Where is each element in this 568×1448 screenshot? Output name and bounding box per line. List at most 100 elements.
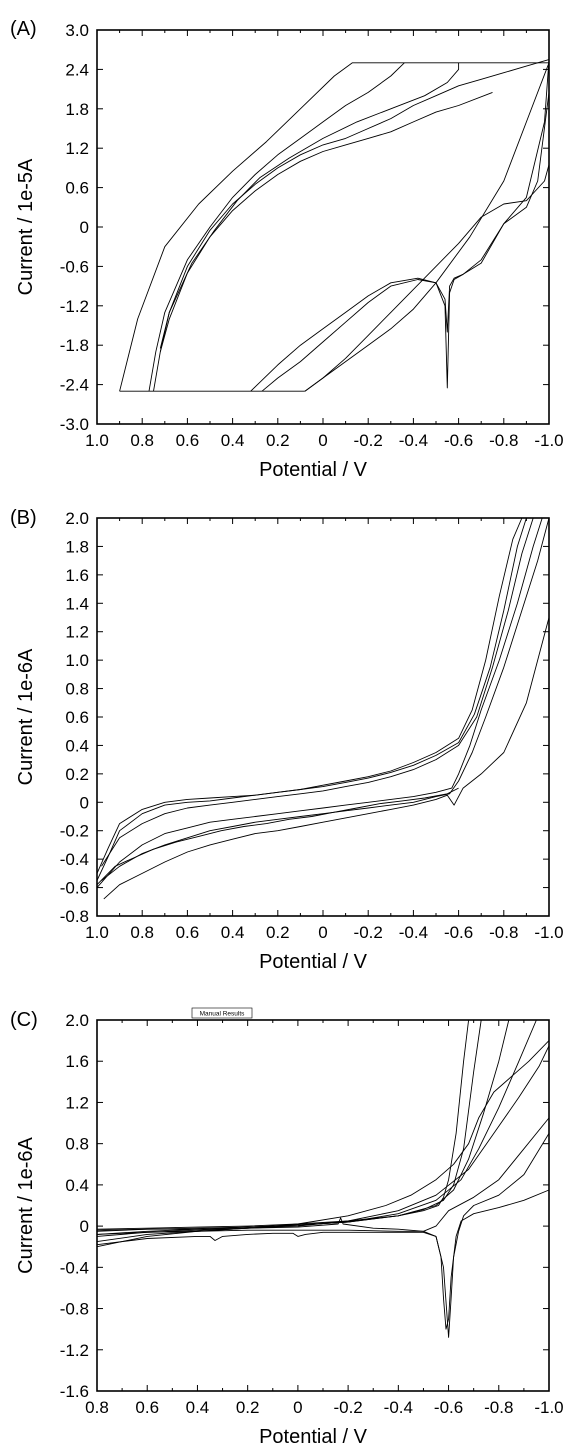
y-tick-label: -0.8	[60, 907, 89, 926]
y-tick-label: 1.0	[65, 651, 89, 670]
y-tick-label: 0	[80, 218, 89, 237]
x-tick-label: -1.0	[534, 1398, 563, 1417]
y-tick-label: 1.6	[65, 566, 89, 585]
y-tick-label: -0.4	[60, 1258, 89, 1277]
panel-label: (C)	[10, 1009, 38, 1031]
x-tick-label: 0.6	[176, 431, 200, 450]
x-tick-label: -1.0	[534, 431, 563, 450]
x-tick-label: 0.8	[130, 431, 154, 450]
x-tick-label: -0.2	[354, 431, 383, 450]
y-tick-label: -0.2	[60, 822, 89, 841]
panel-label: (B)	[10, 507, 37, 529]
y-tick-label: -0.6	[60, 257, 89, 276]
series-line-3	[97, 1020, 509, 1234]
y-tick-label: 0.2	[65, 765, 89, 784]
series-line-9	[305, 63, 549, 391]
y-tick-label: -2.4	[60, 376, 89, 395]
series-line-6	[251, 60, 549, 392]
series-line-1	[97, 518, 522, 873]
y-tick-label: 0.4	[65, 736, 89, 755]
x-axis-title: Potential / V	[259, 1426, 368, 1448]
y-tick-label: -1.8	[60, 336, 89, 355]
x-tick-label: -0.4	[399, 431, 428, 450]
y-tick-label: 0.4	[65, 1176, 89, 1195]
x-tick-label: 0	[318, 431, 327, 450]
series-line-4	[160, 92, 492, 351]
x-tick-label: 0	[318, 923, 327, 942]
x-tick-label: 0.6	[135, 1398, 159, 1417]
series-line-7	[262, 92, 549, 391]
y-tick-label: -1.2	[60, 297, 89, 316]
x-tick-label: 0.4	[221, 923, 245, 942]
plot-frame	[97, 30, 549, 424]
panel-c: (C) 0.8 0.6 0.4 0.2 0 -0.2 -0.4 -0.6 -0.8 -1.0 2.0 1…	[10, 1008, 564, 1448]
x-tick-label: -0.6	[444, 431, 473, 450]
y-tick-label: 0.8	[65, 680, 89, 699]
y-tick-label: 1.2	[65, 623, 89, 642]
x-tick-label: -0.8	[484, 1398, 513, 1417]
y-tick-label: 0.6	[65, 708, 89, 727]
series-line-3	[154, 63, 459, 391]
panel-a: (A) 1.0 0.8 0.6 0.4 0.2 0 -0.2 -0.4 -0.6 -0.8 -1.0 3…	[10, 18, 564, 481]
x-tick-label: -0.8	[489, 431, 518, 450]
y-tick-label: 1.8	[65, 100, 89, 119]
series-line-4	[97, 1020, 536, 1236]
panel-b: (B) 1.0 0.8 0.6 0.4 0.2 0 -0.2 -0.4 -0.6 -0.8 -1.0 2…	[10, 507, 564, 973]
x-tick-label: -0.6	[434, 1398, 463, 1417]
y-tick-label: 0	[80, 793, 89, 812]
y-tick-label: -3.0	[60, 415, 89, 434]
y-tick-label: 1.4	[65, 594, 89, 613]
x-axis-title: Potential / V	[259, 459, 368, 481]
x-tick-label: -0.2	[354, 923, 383, 942]
x-tick-label: 0.2	[236, 1398, 260, 1417]
plot-frame	[97, 1020, 549, 1391]
annotation-label: Manual Results	[200, 1011, 246, 1018]
y-tick-label: 2.0	[65, 509, 89, 528]
x-axis-title: Potential / V	[259, 951, 368, 973]
y-tick-label: 1.8	[65, 537, 89, 556]
series-line-8	[305, 165, 549, 392]
panel-label: (A)	[10, 18, 37, 40]
x-tick-label: -0.4	[399, 923, 428, 942]
y-tick-label: 2.0	[65, 1011, 89, 1030]
y-tick-label: 1.2	[65, 1093, 89, 1112]
y-tick-label: -0.6	[60, 879, 89, 898]
y-axis-title: Current / 1e-6A	[15, 648, 37, 785]
y-tick-label: 1.2	[65, 139, 89, 158]
x-tick-label: 0.6	[176, 923, 200, 942]
y-tick-label: 0.6	[65, 179, 89, 198]
x-tick-label: -0.2	[333, 1398, 362, 1417]
series-line-5	[160, 60, 549, 349]
series-line-8	[97, 1133, 549, 1337]
y-axis-title: Current / 1e-6A	[15, 1136, 37, 1273]
series-line-1	[97, 1020, 469, 1229]
y-axis-title: Current / 1e-5A	[15, 158, 37, 295]
series-line-7	[97, 1190, 549, 1329]
y-tick-label: -0.4	[60, 850, 89, 869]
x-tick-label: -0.6	[444, 923, 473, 942]
plot-frame	[97, 518, 549, 916]
series-line-7	[97, 788, 459, 885]
y-tick-label: 3.0	[65, 21, 89, 40]
x-tick-label: -1.0	[534, 923, 563, 942]
y-tick-label: -0.8	[60, 1300, 89, 1319]
y-tick-label: 0	[80, 1217, 89, 1236]
x-tick-label: 0.2	[266, 431, 290, 450]
y-tick-label: -1.2	[60, 1341, 89, 1360]
y-tick-label: 0.8	[65, 1135, 89, 1154]
x-tick-label: -0.4	[384, 1398, 413, 1417]
series-line-2	[97, 518, 526, 881]
x-tick-label: -0.8	[489, 923, 518, 942]
x-tick-label: 0.4	[186, 1398, 210, 1417]
series-line-6	[104, 618, 549, 899]
x-tick-label: 0	[293, 1398, 302, 1417]
x-tick-label: 0.4	[221, 431, 245, 450]
series-line-4	[97, 518, 542, 888]
y-tick-label: 1.6	[65, 1052, 89, 1071]
series-line-2	[149, 63, 404, 391]
x-tick-label: 0.2	[266, 923, 290, 942]
x-tick-label: 0.8	[130, 923, 154, 942]
series-line-9	[97, 1118, 549, 1235]
y-tick-label: -1.6	[60, 1382, 89, 1401]
